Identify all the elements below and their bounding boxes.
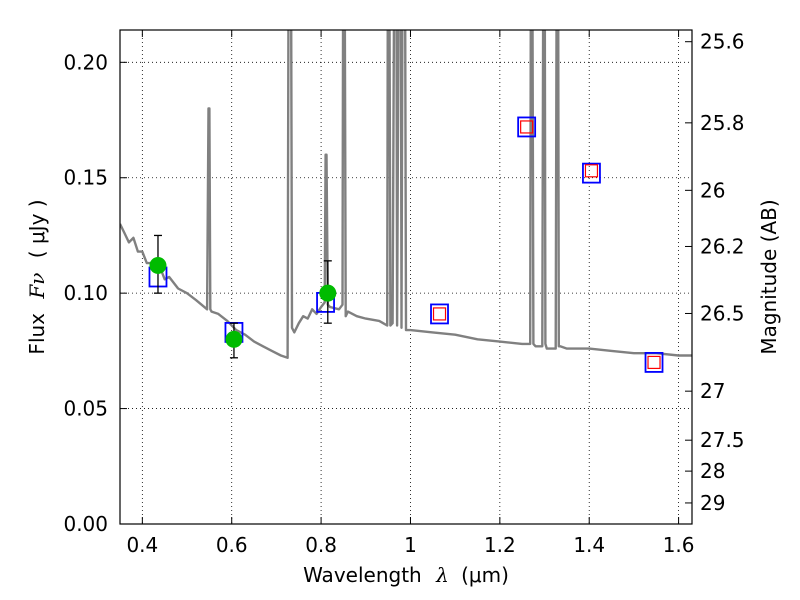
y-tick-label: 0.20 — [63, 50, 108, 74]
y2-tick-label: 26.5 — [700, 301, 745, 325]
y2-tick-label: 25.8 — [700, 111, 745, 135]
limit-point-marker — [647, 355, 661, 370]
y2-axis-label: Magnitude (AB) — [757, 199, 781, 354]
y2-tick-label: 25.6 — [700, 30, 745, 54]
x-tick-label: 1.4 — [573, 533, 605, 557]
observed-point — [319, 284, 337, 302]
y-tick-label: 0.10 — [63, 281, 108, 305]
limit-point-marker — [584, 164, 599, 178]
y2-tick-label: 28 — [700, 459, 725, 483]
model-point-marker — [430, 303, 449, 325]
plot-area — [120, 30, 692, 373]
x-tick-label: 0.8 — [305, 533, 337, 557]
x-tick-label: 1 — [404, 533, 417, 557]
x-axis-label: Wavelength λ (μm) — [303, 563, 509, 587]
x-tick-label: 1.6 — [663, 533, 695, 557]
sed-line — [120, 30, 692, 359]
y2-tick-label: 27.5 — [700, 428, 745, 452]
y-tick-label: 0.00 — [63, 512, 108, 536]
y2-tick-label: 29 — [700, 491, 725, 515]
y2-tick-label: 26 — [700, 178, 725, 202]
model-point-marker — [582, 162, 601, 184]
model-point-marker — [517, 116, 537, 138]
x-tick-label: 0.4 — [126, 533, 158, 557]
limit-point-marker — [520, 120, 534, 134]
y2-tick-label: 27 — [700, 379, 725, 403]
y-axis-label: Flux Fν ( μJy ) — [25, 199, 49, 354]
y2-tick-label: 26.2 — [700, 234, 745, 258]
y-tick-label: 0.05 — [63, 397, 108, 421]
x-tick-label: 1.2 — [484, 533, 516, 557]
plot-frame — [119, 29, 693, 525]
ticks: 0.4 0.6 0.8 1 1.2 1.4 1.6 0.00 0.05 0.10 0.15 0.20 2… — [63, 30, 744, 557]
observed-point — [225, 330, 243, 348]
model-point-marker — [644, 352, 664, 373]
x-tick-label: 0.6 — [216, 533, 248, 557]
y-tick-label: 0.15 — [63, 166, 108, 190]
observed-point — [149, 256, 167, 274]
limit-point-marker — [432, 307, 447, 321]
